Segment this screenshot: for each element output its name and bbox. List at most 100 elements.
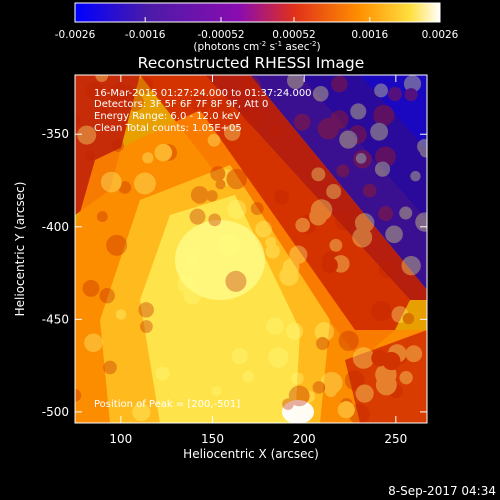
texture-blob <box>311 167 326 182</box>
texture-blob <box>103 360 117 375</box>
y-tick-label: -350 <box>42 127 69 141</box>
texture-blob <box>312 85 329 102</box>
texture-blob <box>288 385 310 407</box>
annotation-clean: Clean Total counts: 1.05E+05 <box>94 123 242 134</box>
plot-frame <box>74 74 428 424</box>
texture-blob <box>210 166 226 182</box>
x-tick-label: 150 <box>201 432 224 446</box>
texture-blob <box>190 92 212 113</box>
texture-blob <box>82 279 100 297</box>
texture-blob <box>317 118 340 140</box>
texture-blob <box>250 202 264 216</box>
texture-blob <box>106 234 128 256</box>
texture-blob <box>336 164 350 178</box>
texture-blob <box>239 75 261 97</box>
y-tick-label: -500 <box>42 405 69 419</box>
texture-blob <box>405 345 423 363</box>
texture-blob <box>338 330 359 351</box>
texture-blob <box>133 172 156 195</box>
texture-blob <box>403 75 422 93</box>
texture-blob <box>265 317 284 335</box>
annotation-energy: Energy Range: 6.0 - 12.0 keV <box>94 111 240 122</box>
texture-blob <box>282 258 300 276</box>
texture-blob <box>266 245 279 259</box>
texture-blob <box>391 347 408 365</box>
texture-blob <box>329 238 343 252</box>
texture-blob <box>370 122 389 141</box>
texture-blob <box>265 236 277 248</box>
texture-blob <box>293 113 311 131</box>
texture-blob <box>136 77 154 94</box>
texture-blob <box>302 390 315 403</box>
texture-blob <box>154 143 173 162</box>
annotation-detectors: Detectors: 3F 5F 6F 7F 8F 9F, Att 0 <box>94 99 268 110</box>
texture-blob <box>399 371 413 385</box>
texture-blob <box>321 257 338 274</box>
texture-blob <box>404 88 418 102</box>
texture-blob <box>348 125 367 144</box>
texture-blob <box>339 130 358 149</box>
texture-blob <box>155 366 170 381</box>
texture-blob <box>410 170 421 182</box>
texture-blob <box>138 302 154 318</box>
texture-blob <box>270 125 282 137</box>
x-tick-label: 200 <box>293 432 316 446</box>
texture-blob <box>374 161 391 177</box>
texture-blob <box>417 138 427 155</box>
texture-blob <box>265 244 280 259</box>
texture-blob <box>389 384 404 399</box>
texture-blob <box>160 144 178 161</box>
x-axis-label: Heliocentric X (arcsec) <box>183 447 319 461</box>
texture-blob <box>385 225 403 244</box>
texture-blob <box>371 349 389 367</box>
colorbar-tick-label: 0.0016 <box>351 29 388 41</box>
texture-blob <box>226 168 247 190</box>
texture-blob <box>231 348 248 365</box>
texture-blob <box>98 107 109 118</box>
texture-blob <box>279 266 299 286</box>
texture-blob <box>374 83 388 98</box>
texture-blob <box>207 133 221 147</box>
texture-blob <box>245 108 263 127</box>
texture-blob <box>391 306 409 324</box>
texture-blob <box>225 270 247 292</box>
texture-blob <box>139 320 153 333</box>
colorbar <box>74 2 441 23</box>
texture-blob <box>310 199 333 221</box>
texture-blob <box>297 214 317 234</box>
texture-blob <box>211 385 222 397</box>
texture-blob <box>324 384 338 398</box>
texture-blob <box>331 255 350 273</box>
texture-blob <box>362 183 377 198</box>
heatmap-image <box>75 75 427 423</box>
texture-blob <box>355 384 374 403</box>
colorbar-tick-label: 0.00052 <box>272 29 315 41</box>
texture-blob <box>348 403 370 423</box>
texture-blob <box>320 371 343 394</box>
texture-blob <box>334 211 354 231</box>
texture-blob <box>132 403 151 422</box>
x-axis-ticks: 100 150 200 250 <box>109 75 407 446</box>
texture-blob <box>190 186 209 204</box>
texture-blob <box>325 373 339 388</box>
texture-blob <box>378 206 393 222</box>
texture-blob <box>111 139 124 152</box>
texture-blob <box>402 312 415 325</box>
texture-blob <box>354 213 375 233</box>
texture-blob <box>255 220 273 238</box>
texture-blob <box>217 169 235 186</box>
texture-blob <box>242 370 255 383</box>
texture-blob <box>77 125 97 145</box>
texture-blob <box>337 401 355 419</box>
texture-blob <box>415 212 427 232</box>
texture-blob <box>401 255 421 276</box>
texture-blob <box>215 179 226 190</box>
texture-blob <box>314 322 335 342</box>
texture-blob <box>126 93 144 112</box>
texture-blob <box>375 364 397 386</box>
texture-blob <box>352 347 375 369</box>
texture-blob <box>352 227 373 248</box>
texture-blob <box>274 189 289 205</box>
texture-blob <box>206 190 218 202</box>
